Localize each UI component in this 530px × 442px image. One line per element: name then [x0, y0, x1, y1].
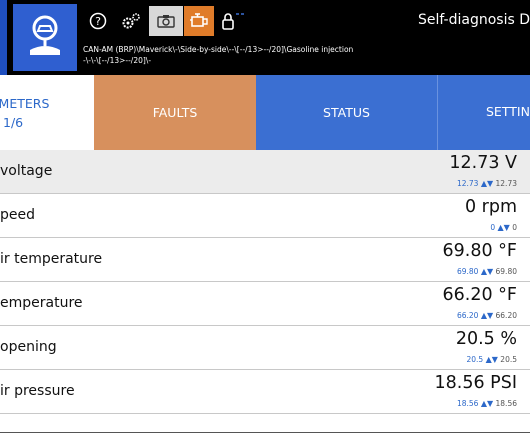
parameter-row[interactable]: voltage 12.73 V 12.73 ▲▼ 12.73 [0, 150, 530, 194]
min-max-arrows-icon: ▲▼ [485, 355, 498, 364]
bottom-divider [0, 432, 530, 433]
parameter-value: 66.20 °F [442, 285, 517, 305]
parameter-minmax: 20.5 ▲▼ 20.5 [467, 355, 518, 364]
parameter-row[interactable]: ir temperature 69.80 °F 69.80 ▲▼ 69.80 [0, 238, 530, 282]
parameter-max: 18.56 [495, 399, 517, 408]
parameter-minmax: 69.80 ▲▼ 69.80 [457, 267, 517, 276]
lock-icon[interactable] [219, 7, 249, 35]
min-max-arrows-icon: ▲▼ [480, 267, 494, 276]
diagnostic-logo-button[interactable] [13, 4, 77, 71]
parameter-value: 12.73 V [449, 153, 517, 173]
parameter-minmax: 0 ▲▼ 0 [490, 223, 517, 232]
parameter-value: 69.80 °F [442, 241, 517, 261]
parameter-row[interactable]: peed 0 rpm 0 ▲▼ 0 [0, 194, 530, 238]
tab-status[interactable]: STATUS [256, 75, 437, 150]
tab-bar: AMETERS 1/6 FAULTS STATUS SETTIN [0, 75, 530, 151]
parameter-min: 69.80 [456, 267, 479, 276]
camera-icon[interactable] [149, 6, 183, 36]
parameter-value: 20.5 % [455, 329, 517, 349]
tab-settings-label: SETTIN [486, 104, 530, 119]
parameter-max: 20.5 [500, 355, 517, 364]
parameter-row[interactable]: opening 20.5 % 20.5 ▲▼ 20.5 [0, 326, 530, 370]
parameter-max: 69.80 [495, 267, 517, 276]
engine-icon[interactable] [184, 6, 214, 36]
min-max-arrows-icon: ▲▼ [497, 223, 510, 232]
parameter-max: 0 [512, 223, 517, 232]
tab-parameters[interactable]: AMETERS 1/6 [0, 75, 94, 151]
parameter-min: 20.5 [466, 355, 484, 364]
min-max-arrows-icon: ▲▼ [480, 311, 494, 320]
vehicle-path-line1: CAN-AM (BRP)\Maverick\-\Side-by-side\--\… [83, 45, 354, 54]
parameter-name: voltage [0, 163, 53, 179]
parameter-row[interactable]: ir pressure 18.56 PSI 18.56 ▲▼ 18.56 [0, 370, 530, 414]
parameter-name: ir temperature [0, 251, 103, 267]
tab-faults-label: FAULTS [152, 105, 198, 120]
parameter-minmax: 66.20 ▲▼ 66.20 [457, 311, 517, 320]
header-accent-strip [0, 0, 7, 75]
svg-text:?: ? [95, 15, 101, 28]
page-title: Self-diagnosis D [418, 12, 530, 28]
vehicle-path: CAN-AM (BRP)\Maverick\-\Side-by-side\--\… [83, 44, 393, 66]
tab-settings[interactable]: SETTIN [437, 75, 530, 150]
parameter-name: peed [0, 207, 35, 223]
tab-faults[interactable]: FAULTS [94, 75, 256, 150]
app-header: ? Self-diagnosis D CAN-AM (BRP)\Maverick… [0, 0, 530, 75]
tab-parameters-label: AMETERS [0, 96, 50, 111]
parameter-max: 66.20 [495, 311, 517, 320]
parameter-name: opening [0, 339, 57, 355]
parameter-name: ir pressure [0, 383, 75, 399]
vehicle-path-line2: -\-\-\[--/13>--/20]\- [83, 56, 152, 65]
parameter-minmax: 18.56 ▲▼ 18.56 [457, 399, 517, 408]
parameter-name: emperature [0, 295, 83, 311]
min-max-arrows-icon: ▲▼ [480, 399, 494, 408]
settings-gears-icon[interactable] [119, 7, 143, 35]
parameter-max: 12.73 [495, 179, 517, 188]
parameter-value: 0 rpm [464, 197, 517, 217]
parameter-row[interactable]: emperature 66.20 °F 66.20 ▲▼ 66.20 [0, 282, 530, 326]
tab-status-label: STATUS [323, 105, 370, 120]
parameter-minmax: 12.73 ▲▼ 12.73 [457, 179, 517, 188]
parameter-list: voltage 12.73 V 12.73 ▲▼ 12.73 peed 0 rp… [0, 150, 530, 414]
parameter-min: 12.73 [456, 179, 479, 188]
parameter-min: 18.56 [456, 399, 479, 408]
parameter-min: 0 [490, 223, 496, 232]
tab-parameters-page: 1/6 [3, 115, 24, 130]
parameter-min: 66.20 [456, 311, 479, 320]
help-icon[interactable]: ? [88, 7, 108, 35]
min-max-arrows-icon: ▲▼ [480, 179, 494, 188]
parameter-value: 18.56 PSI [434, 373, 517, 393]
car-diagnostic-icon [30, 15, 60, 55]
